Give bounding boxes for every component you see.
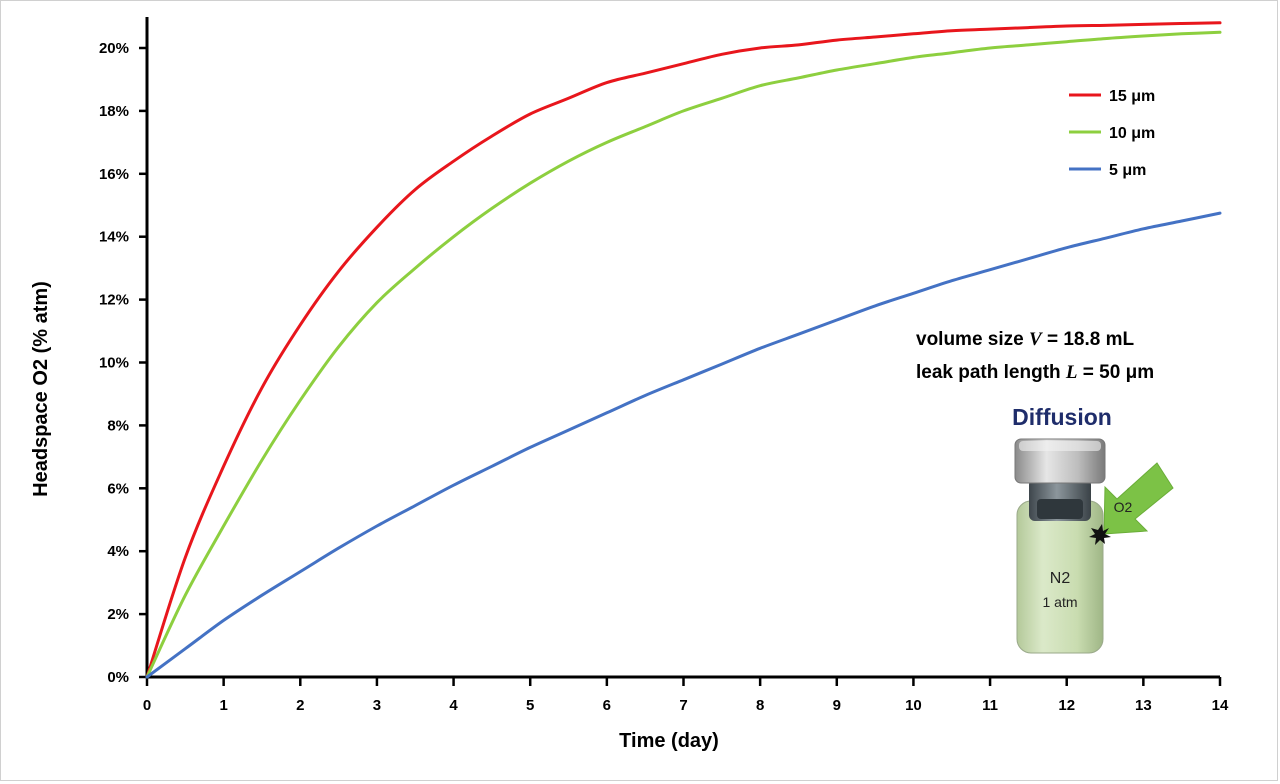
arrow-icon xyxy=(1103,462,1174,535)
y-tick-label: 10% xyxy=(99,355,129,372)
annotation-volume-suffix: = 18.8 mL xyxy=(1042,329,1135,350)
series-line-3 xyxy=(145,211,1222,679)
annotation-leak-length: leak path length L = 50 μm xyxy=(916,362,1154,383)
annotation-volume-prefix: volume size xyxy=(916,329,1029,350)
x-tick-label: 0 xyxy=(143,697,151,714)
x-tick-label: 13 xyxy=(1135,697,1152,714)
ticks: 0%2%4%6%8%10%12%14%16%18%20%0 1 2 3 4 5 6 7 8 9 10… xyxy=(99,40,1229,714)
vial-pressure-label: 1 atm xyxy=(1042,594,1077,610)
legend-label: 15 μm xyxy=(1109,88,1155,105)
x-tick-label: 1 xyxy=(219,697,227,714)
x-tick-label: 11 xyxy=(982,697,998,714)
x-tick-label: 4 xyxy=(449,697,458,714)
x-tick-label: 10 xyxy=(905,697,922,714)
x-tick-label: 14 xyxy=(1212,697,1229,714)
annotation-volume: volume size V = 18.8 mL xyxy=(916,329,1134,350)
vial-gas-label: O2 xyxy=(1114,499,1133,515)
series-line-2 xyxy=(145,30,1222,679)
y-tick-label: 2% xyxy=(107,606,129,623)
y-tick-label: 20% xyxy=(99,40,129,57)
x-axis-label: Time (day) xyxy=(619,730,719,752)
y-tick-label: 8% xyxy=(107,417,129,434)
x-tick-label: 5 xyxy=(526,697,534,714)
x-tick-label: 7 xyxy=(679,697,687,714)
annotation-leak-var: L xyxy=(1065,362,1078,383)
vial-cap-top xyxy=(1019,441,1101,451)
legend-label: 5 μm xyxy=(1109,162,1146,179)
y-tick-label: 0% xyxy=(107,669,129,686)
x-tick-label: 12 xyxy=(1058,697,1075,714)
vial-title: Diffusion xyxy=(1012,404,1112,430)
x-tick-label: 3 xyxy=(373,697,381,714)
x-tick-label: 9 xyxy=(833,697,841,714)
legend: 15 μm 10 μm 5 μm xyxy=(1069,88,1155,179)
y-tick-label: 6% xyxy=(107,480,129,497)
annotation-leak-prefix: leak path length xyxy=(916,362,1066,383)
leak-burst-icon xyxy=(1089,524,1111,545)
y-tick-label: 16% xyxy=(99,166,129,183)
legend-label: 10 μm xyxy=(1109,125,1155,142)
y-tick-label: 4% xyxy=(107,543,129,560)
y-tick-label: 14% xyxy=(99,229,129,246)
y-axis-label: Headspace O2 (% atm) xyxy=(30,281,52,497)
x-tick-label: 2 xyxy=(296,697,304,714)
series-line-1 xyxy=(145,21,1222,679)
y-tick-label: 12% xyxy=(99,292,129,309)
annotation-leak-suffix: = 50 μm xyxy=(1078,362,1155,383)
vial-content-label: N2 xyxy=(1050,570,1071,587)
x-tick-label: 8 xyxy=(756,697,764,714)
series-lines xyxy=(145,21,1222,679)
vial-illustration: Diffusion xyxy=(1012,404,1174,654)
y-tick-label: 18% xyxy=(99,103,129,120)
x-tick-label: 6 xyxy=(603,697,611,714)
annotation-volume-var: V xyxy=(1029,329,1043,350)
vial-stopper xyxy=(1037,499,1083,519)
